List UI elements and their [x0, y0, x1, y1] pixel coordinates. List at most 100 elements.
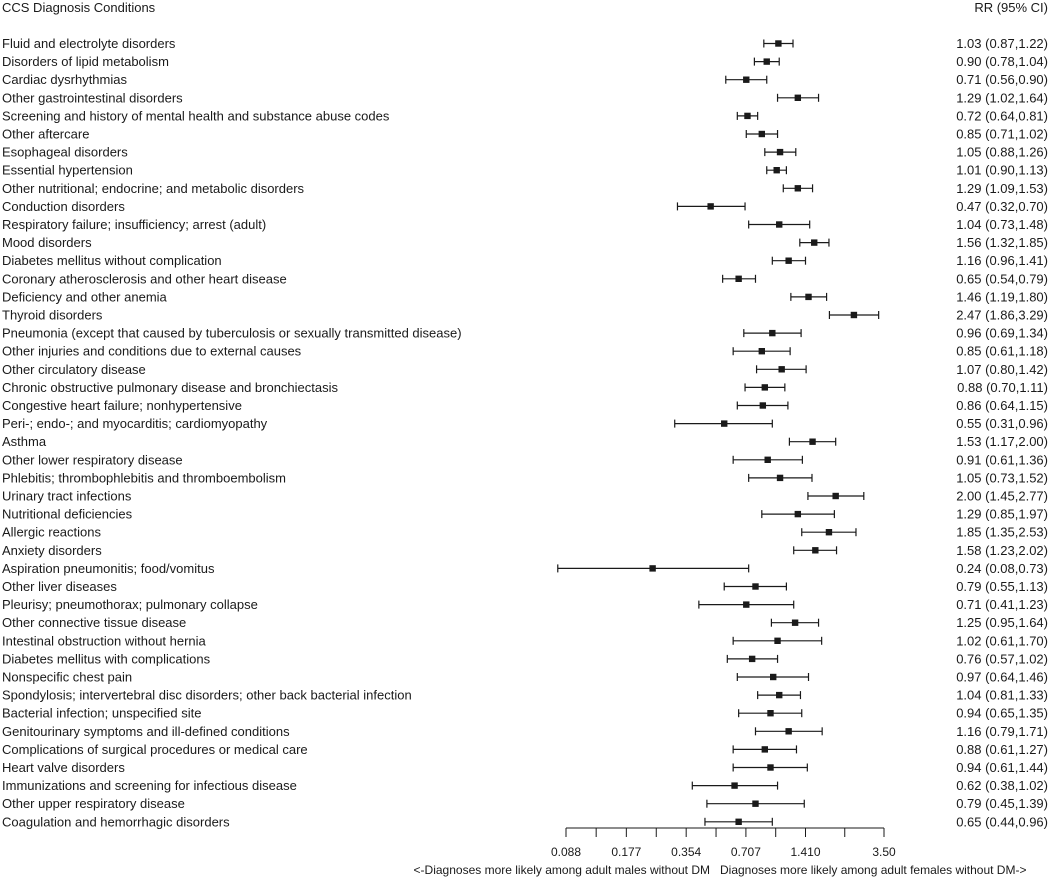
forest-row: Pneumonia (except that caused by tubercu…	[2, 326, 1048, 341]
row-label: Essential hypertension	[2, 163, 133, 178]
row-label: Bacterial infection; unspecified site	[2, 706, 201, 721]
row-value: 0.94 (0.65,1.35)	[956, 706, 1048, 721]
row-value: 1.07 (0.80,1.42)	[956, 362, 1048, 377]
row-value: 1.04 (0.73,1.48)	[956, 217, 1048, 232]
rr-point	[721, 420, 728, 427]
forest-row: Other lower respiratory disease 0.91 (0.6…	[2, 452, 1048, 467]
row-value: 0.71 (0.56,0.90)	[956, 72, 1048, 87]
row-label: Deficiency and other anemia	[2, 289, 168, 304]
rr-point	[770, 673, 777, 681]
row-label: Peri-; endo-; and myocarditis; cardiomyo…	[2, 416, 268, 431]
rr-point	[735, 275, 742, 282]
row-value: 1.03 (0.87,1.22)	[956, 36, 1048, 51]
row-label: Respiratory failure; insufficiency; arre…	[2, 217, 266, 232]
x-tick-label: 3.50	[872, 845, 896, 859]
forest-row: Chronic obstructive pulmonary disease an…	[2, 380, 1048, 395]
row-label: Diabetes mellitus without complication	[2, 253, 222, 268]
row-value: 0.62 (0.38,1.02)	[956, 778, 1048, 793]
forest-row: Respiratory failure; insufficiency; arre…	[2, 217, 1048, 232]
rr-point	[707, 203, 714, 210]
forest-row: Thyroid disorders 2.47 (1.86,3.29)	[2, 308, 1048, 323]
row-value: 0.65 (0.44,0.96)	[956, 814, 1048, 829]
rr-point	[811, 239, 818, 246]
row-value: 1.46 (1.19,1.80)	[956, 289, 1048, 304]
row-label: Pneumonia (except that caused by tubercu…	[2, 326, 462, 341]
row-value: 1.29 (0.85,1.97)	[956, 507, 1048, 522]
row-label: Nutritional deficiencies	[2, 507, 133, 522]
row-value: 0.85 (0.71,1.02)	[956, 127, 1048, 142]
forest-row: Coronary atherosclerosis and other heart…	[2, 271, 1048, 286]
row-label: Other gastrointestinal disorders	[2, 90, 183, 105]
row-value: 1.02 (0.61,1.70)	[956, 633, 1048, 648]
row-value: 0.72 (0.64,0.81)	[956, 108, 1048, 123]
forest-row: Esophageal disorders 1.05 (0.88,1.26)	[2, 145, 1048, 160]
left-caption: <-Diagnoses more likely among adult male…	[414, 863, 710, 877]
row-value: 1.05 (0.73,1.52)	[956, 470, 1048, 485]
rr-point	[759, 402, 767, 409]
right-caption: Diagnoses more likely among adult female…	[720, 863, 1026, 877]
forest-row: Cardiac dysrhythmias 0.71 (0.56,0.90)	[2, 72, 1048, 87]
forest-row: Aspiration pneumonitis; food/vomitus 0.24…	[2, 561, 1048, 576]
row-label: Pleurisy; pneumothorax; pulmonary collap…	[2, 597, 258, 612]
row-value: 0.55 (0.31,0.96)	[956, 416, 1048, 431]
forest-row: Nonspecific chest pain 0.97 (0.64,1.46)	[2, 670, 1048, 685]
row-label: Spondylosis; intervertebral disc disorde…	[2, 688, 412, 703]
rr-point	[778, 366, 785, 373]
row-label: Other connective tissue disease	[2, 615, 186, 630]
row-label: Other lower respiratory disease	[2, 452, 183, 467]
forest-row: Other aftercare 0.85 (0.71,1.02)	[2, 127, 1048, 142]
rr-point	[794, 94, 802, 101]
forest-row: Diabetes mellitus without complication 1.…	[2, 253, 1048, 268]
forest-row: Essential hypertension 1.01 (0.90,1.13)	[2, 163, 1048, 178]
forest-row: Spondylosis; intervertebral disc disorde…	[2, 688, 1048, 703]
row-label: Diabetes mellitus with complications	[2, 651, 211, 666]
row-label: Intestinal obstruction without hernia	[2, 633, 207, 648]
rr-point	[761, 384, 769, 391]
row-label: Allergic reactions	[2, 525, 101, 540]
rr-point	[850, 311, 858, 319]
rr-point	[752, 583, 759, 590]
rr-point	[785, 728, 792, 735]
row-label: Other liver diseases	[2, 579, 117, 594]
rr-point	[812, 547, 819, 554]
rr-point	[776, 691, 783, 699]
rr-point	[743, 601, 750, 608]
row-label: Heart valve disorders	[2, 760, 125, 775]
forest-row: Other circulatory disease 1.07 (0.80,1.42…	[2, 362, 1048, 377]
forest-row: Fluid and electrolyte disorders 1.03 (0.8…	[2, 36, 1048, 51]
row-label: Other upper respiratory disease	[2, 796, 185, 811]
forest-row: Diabetes mellitus with complications 0.76…	[2, 651, 1048, 666]
forest-row: Peri-; endo-; and myocarditis; cardiomyo…	[2, 416, 1048, 431]
x-tick-label: 1.410	[790, 845, 820, 859]
row-value: 1.85 (1.35,2.53)	[956, 525, 1048, 540]
row-value: 0.96 (0.69,1.34)	[956, 326, 1048, 341]
row-value: 0.86 (0.64,1.15)	[956, 398, 1048, 413]
rr-point	[752, 800, 759, 807]
row-label: Cardiac dysrhythmias	[2, 72, 127, 87]
forest-row: Mood disorders 1.56 (1.32,1.85)	[2, 235, 1048, 250]
row-value: 0.24 (0.08,0.73)	[956, 561, 1048, 576]
rr-point	[776, 148, 784, 156]
rr-point	[761, 746, 769, 753]
rr-point	[809, 438, 816, 445]
rr-point	[758, 130, 766, 138]
row-value: 1.56 (1.32,1.85)	[956, 235, 1048, 250]
row-value: 0.91 (0.61,1.36)	[956, 452, 1048, 467]
rr-point	[774, 637, 781, 644]
rr-point	[832, 492, 839, 500]
row-value: 1.04 (0.81,1.33)	[956, 688, 1048, 703]
forest-row: Other upper respiratory disease 0.79 (0.4…	[2, 796, 1048, 811]
x-tick-label: 0.088	[551, 845, 581, 859]
row-value: 1.53 (1.17,2.00)	[956, 434, 1048, 449]
forest-row: Heart valve disorders 0.94 (0.61,1.44)	[2, 760, 1048, 775]
row-value: 0.85 (0.61,1.18)	[956, 344, 1048, 359]
row-label: Screening and history of mental health a…	[2, 108, 390, 123]
row-value: 1.16 (0.96,1.41)	[956, 253, 1048, 268]
row-label: Other injuries and conditions due to ext…	[2, 344, 302, 359]
rr-point	[805, 293, 812, 301]
row-label: Phlebitis; thrombophlebitis and thromboe…	[2, 470, 286, 485]
forest-row: Other nutritional; endocrine; and metabo…	[2, 181, 1048, 196]
forest-row: Bacterial infection; unspecified site 0.9…	[2, 706, 1048, 721]
x-axis-ticks: 0.088 0.177 0.354 0.707 1.410 3.50	[551, 828, 896, 859]
